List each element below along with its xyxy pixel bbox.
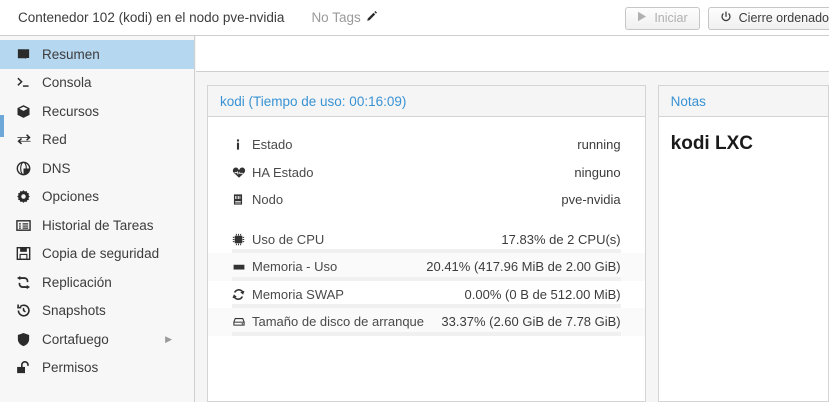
sidebar-item-label: Historial de Tareas	[42, 217, 154, 233]
chevron-right-icon: ▶	[165, 333, 172, 344]
status-panel-title: kodi (Tiempo de uso: 00:16:09)	[208, 86, 645, 117]
notes-panel: Notas kodi LXC	[657, 85, 829, 402]
swap-usage-bar-track	[232, 304, 621, 308]
status-row-label: Tamaño de disco de arranque	[252, 314, 425, 330]
sidebar-item-label: Copia de seguridad	[42, 246, 160, 262]
status-row-label: Estado	[252, 137, 293, 153]
tags-label: No Tags	[311, 10, 361, 25]
pencil-icon[interactable]	[366, 9, 378, 27]
sidebar-item-label: Resumen	[42, 46, 100, 62]
main-content-area: kodi (Tiempo de uso: 00:16:09) Estado ru…	[196, 36, 829, 402]
sidebar-item-historial-de-tareas[interactable]: Historial de Tareas	[0, 211, 194, 240]
notes-panel-body[interactable]: kodi LXC	[658, 117, 828, 401]
notes-panel-title: Notas	[658, 86, 828, 117]
sidebar-item-opciones[interactable]: Opciones	[0, 183, 194, 212]
summary-panels: kodi (Tiempo de uso: 00:16:09) Estado ru…	[196, 73, 829, 402]
sidebar-item-label: Snapshots	[42, 303, 106, 319]
cpu-icon	[232, 233, 252, 246]
globe-icon	[16, 161, 38, 176]
status-row-value: 33.37% (2.60 GiB de 7.78 GiB)	[441, 314, 621, 330]
tags-editor[interactable]: No Tags	[311, 9, 377, 27]
info-icon	[232, 138, 252, 151]
swap-icon	[232, 288, 252, 301]
disk-usage-bar-track	[232, 331, 621, 336]
book-icon	[16, 47, 38, 62]
shutdown-button[interactable]: Cierre ordenado	[707, 6, 829, 30]
notes-content: kodi LXC	[670, 133, 753, 154]
status-row-value: running	[577, 137, 621, 153]
sidebar-item-consola[interactable]: Consola	[0, 69, 194, 98]
status-row-nodo: Nodo pve-nvidia	[208, 186, 645, 214]
status-row-label: Memoria - Uso	[252, 259, 338, 275]
status-panel-body: Estado running HA Estado ninguno	[208, 117, 645, 401]
sidebar-item-label: Permisos	[42, 360, 99, 376]
sidebar-item-permisos[interactable]: Permisos	[0, 354, 194, 383]
sidebar-item-replicacion[interactable]: Replicación	[0, 268, 194, 297]
status-row-memoria-uso: Memoria - Uso 20.41% (417.96 MiB de 2.00…	[208, 253, 645, 281]
status-row-value: pve-nvidia	[561, 192, 621, 208]
sidebar-item-recursos[interactable]: Recursos	[0, 97, 194, 126]
sidebar-item-label: Opciones	[42, 189, 100, 205]
sidebar-navigation: Resumen Consola Recursos Red	[0, 36, 195, 402]
network-icon	[16, 132, 38, 147]
status-row-memoria-swap: Memoria SWAP 0.00% (0 B de 512.00 MiB)	[208, 281, 645, 308]
memory-icon	[232, 261, 252, 273]
sidebar-item-red[interactable]: Red	[0, 126, 194, 155]
status-row-uso-de-cpu: Uso de CPU 17.83% de 2 CPU(s)	[208, 226, 645, 253]
hdd-icon	[232, 316, 252, 328]
shutdown-button-label: Cierre ordenado	[738, 11, 829, 25]
header-action-buttons: Iniciar Cierre ordenado	[625, 0, 829, 36]
status-row-value: ninguno	[574, 164, 621, 180]
status-row-spacer	[208, 214, 645, 226]
sidebar-accent-marker	[0, 115, 4, 137]
content-toolbar	[196, 36, 829, 72]
power-icon	[720, 11, 732, 26]
status-row-label: HA Estado	[252, 164, 314, 180]
sidebar-item-dns[interactable]: DNS	[0, 154, 194, 183]
heartbeat-icon	[232, 166, 252, 179]
status-row-value: 20.41% (417.96 MiB de 2.00 GiB)	[426, 259, 621, 275]
sidebar-item-snapshots[interactable]: Snapshots	[0, 297, 194, 326]
status-row-estado: Estado running	[208, 131, 645, 159]
floppy-icon	[16, 246, 38, 261]
status-row-value: 17.83% de 2 CPU(s)	[501, 231, 621, 247]
history-icon	[16, 303, 38, 318]
sidebar-item-label: Replicación	[42, 274, 112, 290]
sidebar-item-label: Cortafuego	[42, 331, 109, 347]
status-row-label: Nodo	[252, 192, 284, 208]
page-title: Contenedor 102 (kodi) en el nodo pve-nvi…	[18, 10, 285, 25]
start-button[interactable]: Iniciar	[625, 6, 700, 30]
sidebar-item-label: DNS	[42, 160, 71, 176]
status-row-label: Uso de CPU	[252, 231, 325, 247]
sidebar-item-resumen[interactable]: Resumen	[0, 40, 194, 69]
cpu-usage-bar-track	[232, 249, 621, 253]
status-row-value: 0.00% (0 B de 512.00 MiB)	[464, 286, 621, 302]
status-row-tamano-de-disco-de-arranque: Tamaño de disco de arranque 33.37% (2.60…	[208, 308, 645, 336]
start-button-label: Iniciar	[654, 11, 688, 25]
list-icon	[16, 218, 38, 233]
status-row-ha-estado: HA Estado ninguno	[208, 159, 645, 187]
shield-icon	[16, 332, 38, 347]
gear-icon	[16, 189, 38, 204]
sidebar-item-cortafuego[interactable]: Cortafuego ▶	[0, 325, 194, 354]
sidebar-item-label: Consola	[42, 75, 92, 91]
memory-usage-bar-track	[232, 276, 621, 281]
status-panel: kodi (Tiempo de uso: 00:16:09) Estado ru…	[207, 85, 646, 402]
cube-icon	[16, 104, 38, 119]
sidebar-item-label: Recursos	[42, 103, 100, 119]
sidebar-item-label: Red	[42, 132, 67, 148]
sidebar-item-copia-de-seguridad[interactable]: Copia de seguridad	[0, 240, 194, 269]
unlock-icon	[16, 360, 38, 375]
replication-icon	[16, 275, 38, 290]
play-icon	[637, 11, 647, 25]
status-row-label: Memoria SWAP	[252, 286, 344, 302]
top-header-bar: Contenedor 102 (kodi) en el nodo pve-nvi…	[0, 0, 829, 36]
terminal-icon	[16, 75, 38, 90]
server-icon	[232, 193, 252, 206]
